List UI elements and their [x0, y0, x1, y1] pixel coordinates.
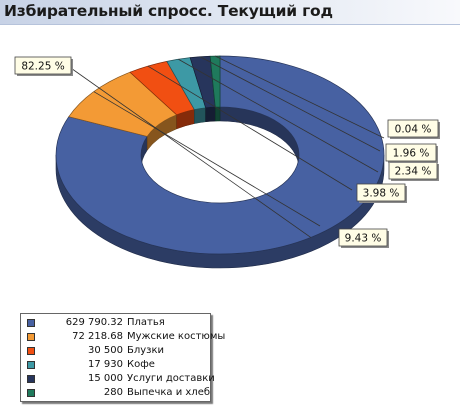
legend-swatch: [27, 347, 35, 355]
legend-label: Услуги доставки: [127, 373, 215, 384]
legend-item: 72 218.68 Мужские костюмы: [21, 330, 225, 344]
callout-leader: [178, 58, 379, 173]
callout-leader: [147, 65, 353, 191]
slice-1: [55, 55, 385, 255]
callout-leader: [93, 91, 321, 227]
callout-box: [356, 183, 406, 202]
data-label: 9.43 %: [345, 233, 382, 245]
legend-label: Кофе: [127, 359, 155, 370]
callout-box: [14, 56, 72, 75]
data-label: 1.96 %: [393, 148, 430, 160]
title-bar: Избирательный спросс. Текущий год: [0, 0, 460, 25]
callout-box: [387, 119, 439, 138]
callout-leader: [67, 65, 312, 238]
legend-value: 30 500: [88, 345, 123, 356]
legend-swatch: [27, 319, 35, 327]
legend-label: Платья: [127, 317, 165, 328]
data-label: 3.98 %: [363, 188, 400, 200]
doughnut-chart: 82.25 % 9.43 % 3.98 % 2.34 % 1.96 % 0.04 %: [14, 55, 440, 269]
legend-item: 629 790.32 Платья: [21, 316, 210, 330]
legend-value: 280: [103, 387, 123, 398]
callout-leader: [214, 55, 385, 139]
legend-label: Мужские костюмы: [127, 331, 226, 342]
chart-title: Избирательный спросс. Текущий год: [4, 2, 333, 20]
legend-item: 280 Выпечка и хлеб: [21, 386, 210, 400]
legend-swatch: [27, 333, 35, 341]
legend-value: 15 000: [88, 373, 123, 384]
slice-inner-wall: [205, 106, 216, 123]
data-label: 0.04 %: [395, 124, 432, 136]
legend-value: 629 790.32: [65, 317, 123, 328]
legend-value: 72 218.68: [72, 331, 123, 342]
legend-swatch: [27, 361, 35, 369]
legend: 629 790.32 Платья 72 218.68 Мужские кост…: [20, 313, 225, 402]
data-label: 82.25 %: [21, 61, 64, 73]
legend-label: Выпечка и хлеб: [127, 387, 211, 398]
data-label: 2.34 %: [395, 166, 432, 178]
legend-label: Блузки: [127, 345, 165, 356]
legend-item: 30 500 Блузки: [21, 344, 210, 358]
callout-box: [338, 228, 388, 247]
slice-inner-wall: [194, 107, 206, 124]
legend-value: 17 930: [88, 359, 123, 370]
legend-swatch: [27, 375, 35, 383]
callout-box: [385, 143, 437, 162]
legend-swatch: [27, 389, 35, 397]
callout-leader: [199, 56, 381, 152]
legend-item: 17 930 Кофе: [21, 358, 210, 372]
legend-item: 15 000 Услуги доставки: [21, 372, 215, 386]
